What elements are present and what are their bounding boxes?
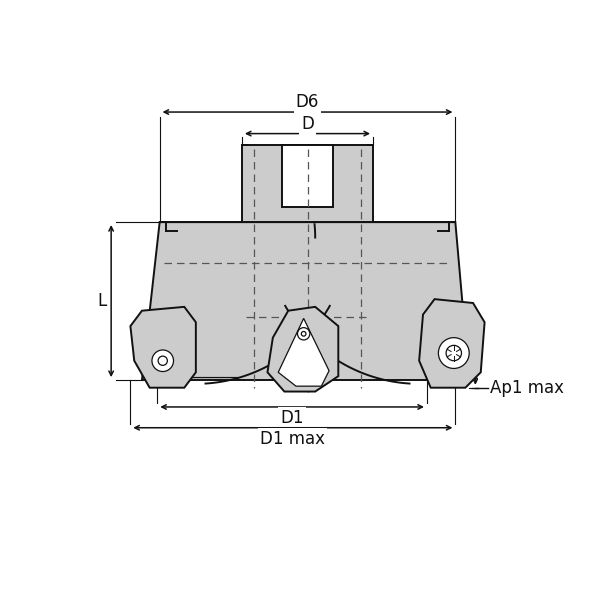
Polygon shape xyxy=(142,222,469,380)
Polygon shape xyxy=(419,299,485,388)
Circle shape xyxy=(152,350,173,371)
Polygon shape xyxy=(278,319,329,386)
Circle shape xyxy=(439,338,469,368)
Text: D1: D1 xyxy=(280,409,304,427)
Polygon shape xyxy=(242,145,373,222)
Text: L: L xyxy=(97,292,107,310)
Polygon shape xyxy=(268,307,338,392)
Text: D: D xyxy=(301,115,314,133)
Text: D1 max: D1 max xyxy=(260,430,325,448)
Text: Ap1 max: Ap1 max xyxy=(490,379,564,397)
Text: D6: D6 xyxy=(296,93,319,111)
Polygon shape xyxy=(130,307,196,388)
Polygon shape xyxy=(282,145,333,207)
